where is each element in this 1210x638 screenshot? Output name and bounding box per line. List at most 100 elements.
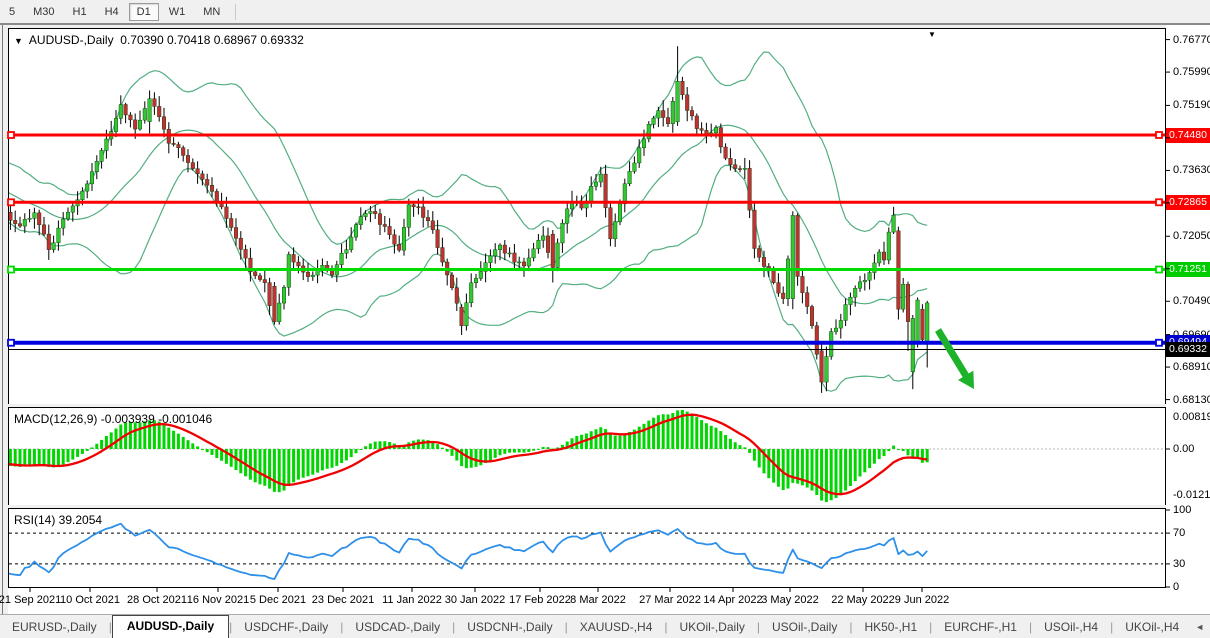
trend-arrow-annotation bbox=[935, 328, 974, 389]
chart-shift-marker[interactable]: ▼ bbox=[928, 30, 936, 39]
macd-bar bbox=[762, 449, 766, 474]
bear-candle bbox=[666, 117, 671, 125]
tab-eurusd-daily[interactable]: EURUSD-,Daily bbox=[12, 620, 97, 634]
timeframe-button-5[interactable]: 5 bbox=[9, 5, 16, 18]
tab-usdchf-daily[interactable]: USDCHF-,Daily bbox=[244, 620, 329, 634]
macd-bar bbox=[344, 449, 348, 461]
macd-bar bbox=[594, 429, 598, 450]
macd-bar bbox=[503, 449, 507, 454]
tab-xauusd-h4[interactable]: XAUUSD-,H4 bbox=[579, 620, 653, 634]
hline-handle[interactable] bbox=[7, 338, 15, 347]
hline-handle[interactable] bbox=[7, 198, 15, 207]
hline-handle[interactable] bbox=[1155, 131, 1163, 139]
bear-candle bbox=[190, 162, 195, 169]
bear-candle bbox=[738, 168, 743, 170]
macd-bar bbox=[877, 449, 881, 460]
bull-candle bbox=[147, 98, 152, 122]
rsi-tick-label: 0 bbox=[1173, 581, 1180, 593]
tab-usdcad-daily[interactable]: USDCAD-,Daily bbox=[355, 620, 441, 634]
tab-ukoil-h4[interactable]: UKOil-,H4 bbox=[1125, 620, 1180, 634]
chart-ohlc-values: 0.70390 0.70418 0.68967 0.69332 bbox=[120, 33, 304, 47]
timeframe-button-m30[interactable]: M30 bbox=[33, 5, 55, 18]
macd-bar bbox=[316, 449, 320, 473]
price-badge: 0.69332 bbox=[1166, 342, 1210, 357]
date-label: 8 Mar 2022 bbox=[570, 594, 626, 606]
hline-handle[interactable] bbox=[7, 265, 15, 274]
macd-bar bbox=[61, 449, 65, 465]
rsi-tick-label: 30 bbox=[1173, 557, 1186, 570]
macd-bar bbox=[608, 433, 612, 450]
tab-hk50-h1[interactable]: HK50-,H1 bbox=[864, 620, 918, 634]
bear-candle bbox=[382, 224, 387, 227]
macd-bar bbox=[863, 449, 867, 473]
timeframe-button-w1[interactable]: W1 bbox=[168, 5, 186, 18]
bull-candle bbox=[137, 119, 142, 130]
timeframe-button-mn[interactable]: MN bbox=[203, 5, 221, 18]
macd-bar bbox=[325, 449, 329, 469]
macd-bar bbox=[200, 449, 204, 451]
rsi-tick-label: 70 bbox=[1173, 527, 1186, 540]
chart-dropdown-icon[interactable]: ▼ bbox=[14, 36, 23, 46]
macd-bar bbox=[431, 441, 435, 450]
bull-candle bbox=[925, 302, 930, 343]
bear-candle bbox=[46, 233, 51, 250]
tab-ukoil-daily[interactable]: UKOil-,Daily bbox=[679, 620, 745, 634]
tab-usoil-h4[interactable]: USOil-,H4 bbox=[1044, 620, 1099, 634]
bear-candle bbox=[157, 106, 162, 117]
macd-bar bbox=[623, 434, 627, 450]
hline-handle[interactable] bbox=[1155, 338, 1163, 347]
tab-audusd-daily[interactable]: AUDUSD-,Daily bbox=[111, 615, 230, 638]
macd-bar bbox=[800, 449, 804, 486]
bear-candle bbox=[243, 249, 248, 259]
macd-bar bbox=[186, 440, 190, 450]
macd-bar bbox=[474, 449, 478, 467]
price-tick-label: 0.76770 bbox=[1173, 33, 1210, 46]
rsi-panel[interactable] bbox=[8, 508, 1166, 588]
hline-handle[interactable] bbox=[1155, 198, 1163, 207]
bear-candle bbox=[728, 158, 733, 165]
macd-bar bbox=[13, 449, 17, 467]
timeframe-button-h4[interactable]: H4 bbox=[104, 5, 119, 18]
price-scale[interactable]: 0.767700.759900.751900.744100.736300.728… bbox=[1166, 25, 1210, 614]
bull-candle bbox=[622, 183, 627, 205]
bull-candle bbox=[469, 282, 474, 303]
bear-candle bbox=[262, 279, 267, 283]
macd-bar bbox=[42, 449, 46, 466]
macd-axis-max: 0.008197 bbox=[1173, 411, 1210, 423]
bull-candle bbox=[89, 171, 94, 185]
bull-candle bbox=[310, 274, 315, 277]
tab-scroll-left-icon[interactable]: ◄ bbox=[1195, 621, 1205, 632]
macd-bar bbox=[920, 449, 924, 463]
tab-usoil-daily[interactable]: USOil-,Daily bbox=[771, 620, 838, 634]
hline-handle[interactable] bbox=[7, 131, 15, 139]
macd-bar bbox=[296, 449, 300, 480]
date-label: 10 Oct 2021 bbox=[60, 594, 120, 606]
hline-handle[interactable] bbox=[1155, 265, 1163, 274]
bollinger-lower-band bbox=[9, 164, 928, 392]
chart-tabs-bar: EURUSD-,Daily | AUDUSD-,Daily | USDCHF-,Dail… bbox=[0, 614, 1210, 638]
panel-splitter[interactable] bbox=[8, 505, 1166, 508]
timeframe-button-d1[interactable]: D1 bbox=[128, 2, 159, 21]
tab-separator: | bbox=[564, 620, 568, 634]
bear-candle bbox=[435, 229, 440, 248]
macd-bar bbox=[709, 425, 713, 450]
bear-candle bbox=[13, 220, 18, 224]
panel-splitter[interactable] bbox=[8, 404, 1166, 407]
bear-candle bbox=[272, 286, 277, 322]
timeframe-button-h1[interactable]: H1 bbox=[72, 5, 87, 18]
rsi-legend: RSI(14) 39.2054 bbox=[14, 513, 103, 527]
price-badge: 0.74480 bbox=[1166, 127, 1210, 143]
macd-bar bbox=[541, 447, 545, 450]
macd-bar bbox=[330, 449, 334, 468]
bull-candle bbox=[113, 118, 118, 132]
bull-candle bbox=[670, 101, 675, 125]
bull-candle bbox=[594, 181, 599, 187]
bull-candle bbox=[637, 147, 642, 164]
macd-bar bbox=[700, 420, 704, 450]
date-label: 17 Feb 2022 bbox=[509, 594, 571, 606]
bear-candle bbox=[661, 110, 666, 118]
macd-bar bbox=[90, 447, 94, 450]
tab-eurchf-h1[interactable]: EURCHF-,H1 bbox=[944, 620, 1017, 634]
tab-usdcnh-daily[interactable]: USDCNH-,Daily bbox=[467, 620, 553, 634]
